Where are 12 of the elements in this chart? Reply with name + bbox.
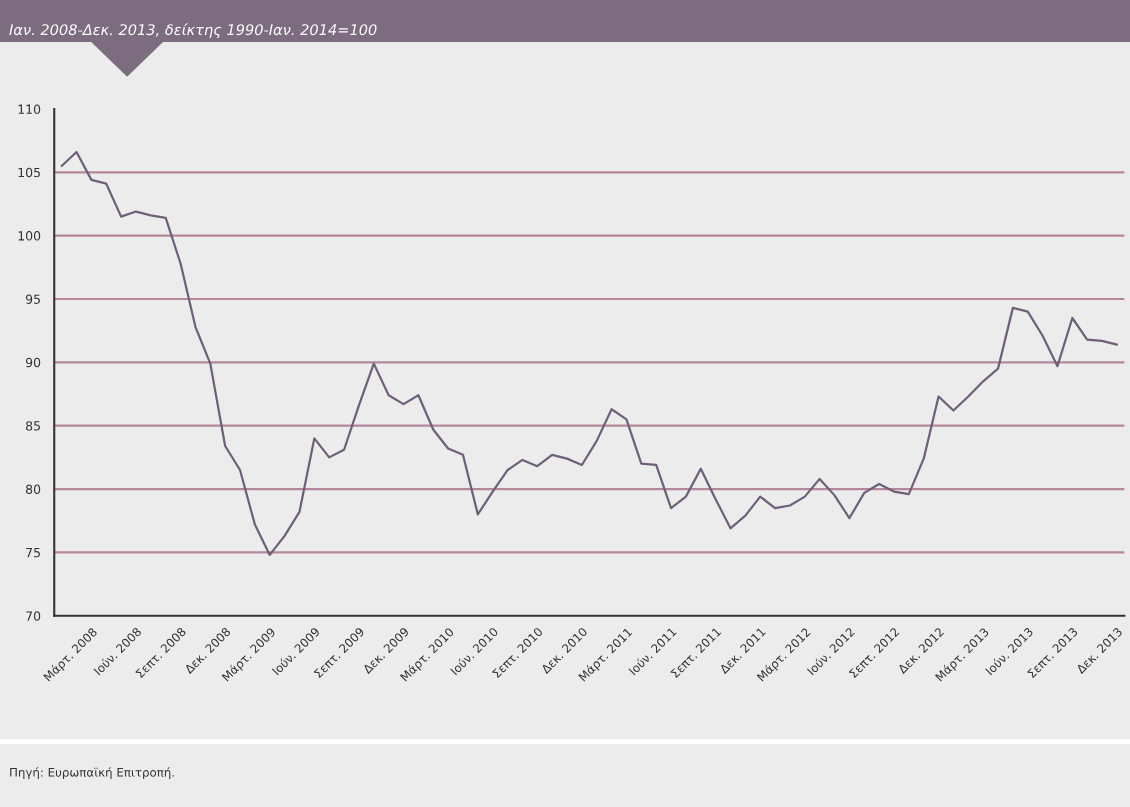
y-tick-label: 80 <box>25 484 41 494</box>
y-tick-label: 85 <box>25 421 40 431</box>
y-tick-label: 90 <box>25 357 41 368</box>
y-tick-label: 110 <box>18 104 41 114</box>
text: Πηγή: Ευρωπαϊκή Επιτροπή. <box>10 767 174 780</box>
y-tick-label: 105 <box>18 167 40 178</box>
y-tick-label: 70 <box>26 611 41 621</box>
line-series <box>60 150 1119 557</box>
chart-subtitle: Ιαν. 2008-Δεκ. 2013, δείκτης 1990-Ιαν. 2014=100 <box>9 23 377 39</box>
y-tick-label: 95 <box>25 294 40 304</box>
y-tick-label: 100 <box>18 231 41 241</box>
y-tick-label: 75 <box>26 548 40 558</box>
